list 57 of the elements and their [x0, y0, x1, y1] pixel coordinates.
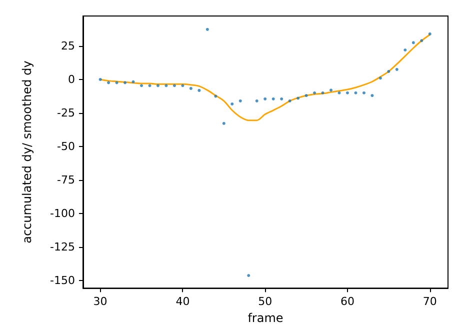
- point: [346, 91, 349, 94]
- y-tick-label: -100: [50, 206, 75, 220]
- point: [156, 84, 160, 88]
- y-tick-label: -125: [50, 240, 75, 254]
- y-tick-label: 25: [61, 39, 75, 52]
- x-tick-label: 50: [258, 295, 272, 308]
- point: [255, 99, 258, 102]
- point: [124, 81, 127, 84]
- point: [230, 102, 234, 106]
- point: [222, 122, 226, 125]
- point: [172, 84, 176, 88]
- y-axis-title: accumulated dy/ smoothed dy: [20, 60, 34, 244]
- point: [321, 91, 324, 94]
- x-tick-label: 60: [340, 295, 354, 308]
- point: [420, 39, 424, 42]
- y-tick-label: -150: [50, 274, 75, 287]
- point: [296, 96, 300, 100]
- point: [362, 91, 366, 94]
- point: [198, 88, 201, 92]
- y-tick-label: -75: [57, 173, 75, 186]
- point: [272, 97, 275, 100]
- point: [189, 86, 192, 90]
- line-series: [100, 34, 431, 122]
- point: [148, 84, 152, 88]
- point: [115, 81, 118, 84]
- point: [288, 99, 292, 102]
- x-tick-label: 40: [176, 295, 190, 308]
- point: [164, 84, 168, 88]
- point: [354, 91, 358, 94]
- point: [107, 81, 110, 84]
- point: [214, 94, 218, 98]
- y-tick-label: -50: [57, 140, 75, 153]
- point: [181, 84, 184, 88]
- point: [428, 32, 432, 36]
- point: [132, 80, 135, 84]
- point: [330, 88, 332, 92]
- point: [238, 99, 242, 102]
- y-tick-label: -25: [57, 106, 75, 120]
- point: [338, 91, 341, 94]
- point: [378, 76, 382, 80]
- point: [98, 78, 102, 81]
- point: [370, 94, 374, 98]
- point: [206, 28, 209, 31]
- x-tick-label: 70: [422, 295, 437, 308]
- point: [404, 48, 407, 52]
- point: [264, 97, 267, 100]
- point: [395, 68, 398, 71]
- point: [247, 274, 250, 278]
- point: [313, 91, 316, 94]
- x-axis-title: frame: [248, 311, 284, 325]
- point: [412, 41, 415, 44]
- y-tick-label: 0: [68, 72, 75, 86]
- point: [280, 97, 284, 100]
- x-tick-label: 30: [93, 295, 108, 308]
- point: [387, 70, 390, 73]
- point: [304, 94, 308, 98]
- point: [140, 84, 143, 88]
